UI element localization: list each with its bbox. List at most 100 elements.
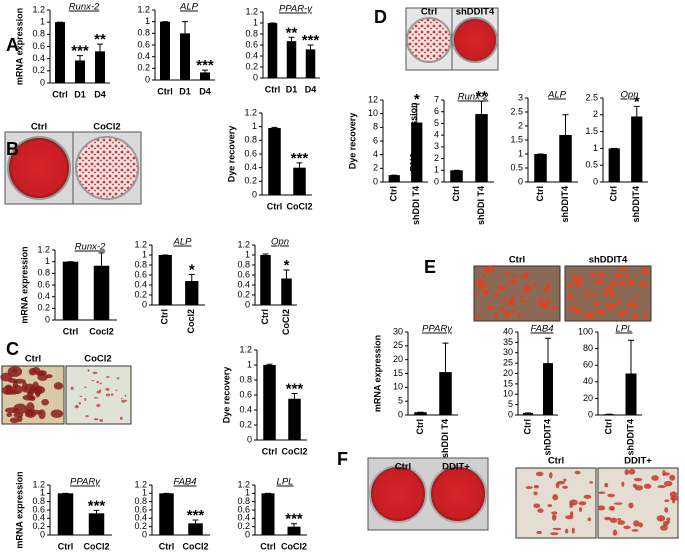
- y-tick-label: 1.2: [239, 344, 252, 354]
- cell-blob: [5, 407, 19, 414]
- cell-blob: [596, 281, 604, 284]
- cell-blob: [574, 470, 581, 475]
- error-bar: [288, 36, 295, 42]
- image-label: Ctrl: [509, 255, 525, 266]
- cell-blob: [577, 274, 583, 280]
- x-tick-label: Ctrl: [260, 309, 270, 325]
- cell-blob: [83, 386, 87, 389]
- cell-blob: [99, 382, 103, 385]
- cell-blob: [664, 507, 669, 513]
- cell-blob: [99, 418, 103, 423]
- cell-blob: [539, 297, 546, 301]
- y-tick-label: 0.8: [32, 496, 45, 506]
- cell-blob: [549, 306, 559, 310]
- y-tick-label: 1.2: [137, 4, 150, 14]
- y-tick-label: 0.4: [134, 279, 147, 289]
- y-tick-label: 0.8: [237, 496, 250, 506]
- panel-letter: E: [424, 257, 436, 277]
- image-label: shDDIT4: [589, 255, 628, 266]
- y-tick-label: 0.2: [237, 289, 250, 299]
- cell-blob: [481, 289, 490, 293]
- y-tick-label: 0: [398, 409, 403, 419]
- bar: [268, 128, 281, 195]
- bar: [200, 72, 210, 80]
- bar: [261, 493, 275, 535]
- bar: [414, 412, 427, 415]
- cell-blob: [535, 471, 544, 477]
- cell-blob: [96, 380, 100, 384]
- cell-blob: [545, 299, 551, 305]
- x-tick-label: Ctrl: [160, 309, 170, 325]
- y-tick-label: 1: [252, 121, 257, 131]
- y-tick-label: 0.2: [237, 521, 250, 531]
- cell-blob: [510, 279, 519, 284]
- bar: [75, 60, 85, 83]
- chart-title: ALP: [173, 237, 193, 248]
- significance: ***: [196, 57, 214, 74]
- cell-blob: [0, 372, 13, 382]
- x-tick-label: shDDIT4: [625, 419, 635, 456]
- cell-blob: [550, 532, 559, 536]
- bar: [388, 175, 400, 182]
- cell-blob: [612, 529, 618, 536]
- bar: [95, 51, 105, 83]
- cell-blob: [597, 505, 606, 511]
- y-tick-label: 1.2: [32, 4, 45, 14]
- cell-blob: [627, 279, 635, 286]
- cell-blob: [602, 293, 610, 297]
- y-tick-label: 0.8: [244, 135, 257, 145]
- significance: ***: [187, 507, 205, 524]
- y-tick-label: 0: [142, 529, 147, 539]
- cell-blob: [473, 315, 481, 319]
- y-tick-label: 0.8: [134, 259, 147, 269]
- y-tick-label: 1.2: [37, 244, 50, 254]
- y-tick-label: 0.4: [37, 291, 50, 301]
- y-tick-label: 80: [583, 343, 593, 353]
- y-tick-label: 100: [578, 326, 593, 336]
- y-tick-label: 1: [40, 17, 45, 27]
- cell-blob: [70, 386, 74, 390]
- cell-blob: [552, 527, 562, 531]
- x-tick-label: shDDIT4: [542, 419, 552, 456]
- cell-blob: [610, 507, 615, 511]
- cell-blob: [613, 502, 623, 505]
- cell-blob: [582, 295, 590, 299]
- x-tick-label: CoCl2: [281, 446, 307, 456]
- chart-title: PPARγ: [422, 324, 453, 335]
- cell-blob: [643, 483, 652, 489]
- cell-blob: [96, 390, 101, 394]
- y-tick-label: 35: [503, 337, 513, 347]
- bar: [286, 41, 297, 78]
- bar: [159, 493, 174, 535]
- y-tick-label: 0.2: [32, 65, 45, 75]
- significance: ***: [286, 380, 304, 397]
- bar: [439, 372, 452, 415]
- cell-blob: [105, 387, 110, 391]
- y-tick-label: 10: [393, 382, 403, 392]
- cell-blob: [26, 402, 35, 413]
- y-tick-label: 3: [518, 92, 523, 102]
- y-tick-label: 25: [503, 358, 513, 368]
- y-tick-label: 0.4: [134, 513, 147, 523]
- y-tick-label: 1.5: [510, 134, 523, 144]
- bar: [293, 167, 306, 195]
- cell-blob: [510, 293, 514, 299]
- y-tick-label: 1.5: [585, 126, 598, 136]
- cell-blob: [616, 298, 622, 304]
- y-tick-label: 20: [583, 393, 593, 403]
- micrographs-e: [473, 265, 652, 322]
- bar: [57, 493, 74, 535]
- significance: ***: [302, 32, 320, 49]
- x-tick-label: Ctrl: [159, 541, 175, 551]
- image-label: CoCl2: [84, 354, 111, 365]
- error-bar: [77, 55, 83, 61]
- y-tick-label: 0: [245, 529, 250, 539]
- y-tick-label: 1: [253, 17, 258, 27]
- x-tick-label: Ctrl: [535, 186, 545, 202]
- error-bar: [307, 44, 314, 50]
- y-tick-label: 0.4: [237, 279, 250, 289]
- cell-blob: [604, 286, 613, 293]
- y-tick-label: 0.8: [237, 259, 250, 269]
- cell-blob: [643, 315, 649, 319]
- cell-blob: [551, 511, 558, 515]
